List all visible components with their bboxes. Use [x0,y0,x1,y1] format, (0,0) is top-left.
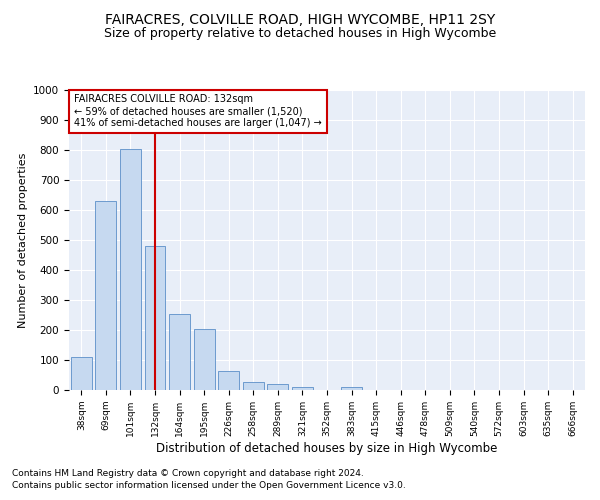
Bar [243,382,264,390]
Text: Contains public sector information licensed under the Open Government Licence v3: Contains public sector information licen… [12,481,406,490]
Bar [169,314,190,390]
Bar [71,357,92,390]
Text: FAIRACRES, COLVILLE ROAD, HIGH WYCOMBE, HP11 2SY: FAIRACRES, COLVILLE ROAD, HIGH WYCOMBE, … [105,12,495,26]
Text: Size of property relative to detached houses in High Wycombe: Size of property relative to detached ho… [104,28,496,40]
Bar [218,371,239,390]
Bar [268,384,289,390]
X-axis label: Distribution of detached houses by size in High Wycombe: Distribution of detached houses by size … [157,442,497,454]
Text: Contains HM Land Registry data © Crown copyright and database right 2024.: Contains HM Land Registry data © Crown c… [12,468,364,477]
Bar [120,148,141,390]
Bar [194,328,215,390]
Bar [341,387,362,390]
Y-axis label: Number of detached properties: Number of detached properties [17,152,28,328]
Bar [145,246,166,390]
Text: FAIRACRES COLVILLE ROAD: 132sqm
← 59% of detached houses are smaller (1,520)
41%: FAIRACRES COLVILLE ROAD: 132sqm ← 59% of… [74,94,322,128]
Bar [95,201,116,390]
Bar [292,387,313,390]
